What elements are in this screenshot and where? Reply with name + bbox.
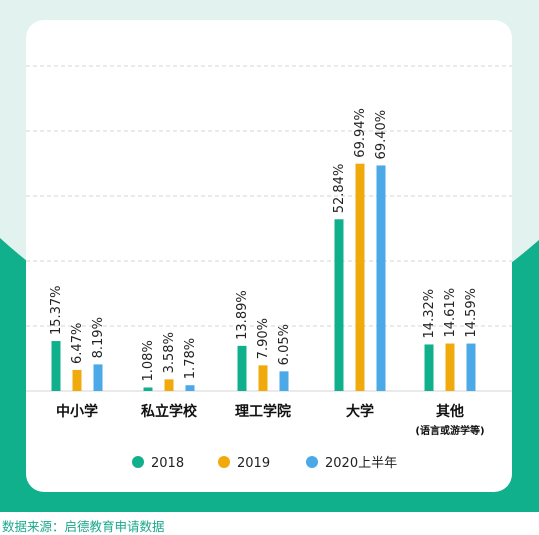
bars: [51, 163, 476, 391]
bar-2020上半年-中小学: [93, 364, 103, 391]
legend-marker: [132, 456, 144, 468]
legend-label: 2018: [151, 456, 184, 471]
bar-2020上半年-大学: [376, 165, 386, 391]
value-label: 6.47%: [70, 323, 85, 364]
bar-2018-其他: [424, 344, 434, 391]
bar-2018-私立学校: [143, 387, 153, 391]
value-label: 1.78%: [183, 338, 198, 379]
value-label: 52.84%: [332, 164, 347, 214]
value-label: 69.40%: [374, 110, 389, 160]
value-label: 6.05%: [277, 324, 292, 365]
category-label: 理工学院: [235, 403, 291, 420]
bar-2019-中小学: [72, 369, 82, 391]
bar-2019-大学: [355, 163, 365, 391]
bar-2020上半年-其他: [466, 343, 476, 391]
value-labels: 15.37% 1.08% 13.89% 52.84% 14.32% 6.47% 3.58% 7…: [49, 108, 479, 381]
value-label: 3.58%: [162, 332, 177, 373]
legend-marker: [306, 456, 318, 468]
value-label: 8.19%: [91, 317, 106, 358]
category-labels: 中小学 私立学校 理工学院 大学 其他 (语言或游学等): [56, 403, 485, 437]
bar-2020上半年-理工学院: [279, 371, 289, 391]
bar-2018-理工学院: [237, 345, 247, 391]
bar-chart: 15.37% 1.08% 13.89% 52.84% 14.32% 6.47% 3.58% 7…: [26, 65, 512, 471]
legend: 2018 2019 2020上半年: [132, 456, 397, 471]
bar-2019-其他: [445, 343, 455, 391]
legend-marker: [218, 456, 230, 468]
category-label: 大学: [346, 403, 374, 420]
value-label: 7.90%: [256, 318, 271, 359]
value-label: 69.94%: [353, 108, 368, 158]
chart-card: 15.37% 1.08% 13.89% 52.84% 14.32% 6.47% 3.58% 7…: [26, 20, 512, 492]
value-label: 1.08%: [141, 340, 156, 381]
legend-label: 2020上半年: [325, 456, 397, 471]
legend-label: 2019: [237, 456, 270, 471]
value-label: 14.61%: [443, 288, 458, 338]
source-note: 数据来源：启德教育申请数据: [2, 519, 165, 534]
bar-2019-私立学校: [164, 379, 174, 391]
value-label: 15.37%: [49, 285, 64, 335]
bar-2018-大学: [334, 219, 344, 391]
category-label: 私立学校: [141, 403, 198, 420]
category-label: 其他: [436, 403, 464, 420]
bar-2020上半年-私立学校: [185, 385, 195, 391]
category-label: 中小学: [56, 403, 98, 420]
category-sublabel: (语言或游学等): [415, 424, 484, 437]
value-label: 14.59%: [464, 288, 479, 338]
value-label: 14.32%: [422, 289, 437, 339]
value-label: 13.89%: [235, 290, 250, 340]
bar-2018-中小学: [51, 341, 61, 391]
bar-2019-理工学院: [258, 365, 268, 391]
